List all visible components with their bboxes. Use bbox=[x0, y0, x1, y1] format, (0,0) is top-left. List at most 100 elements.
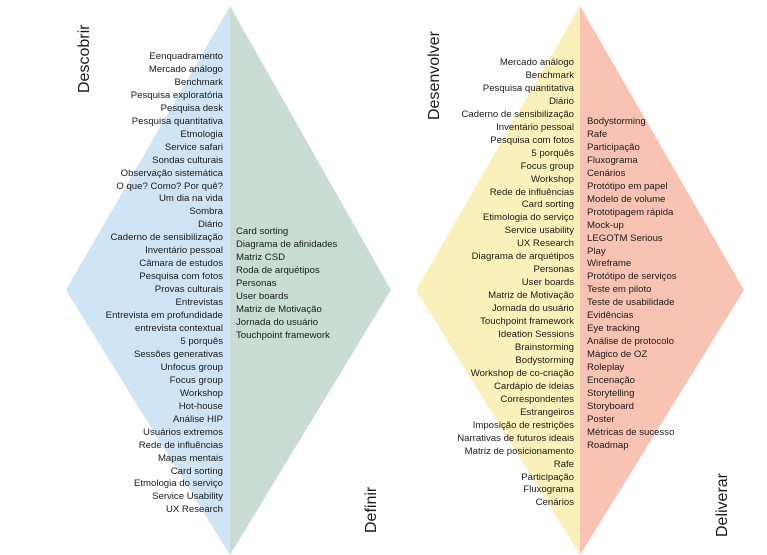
list-item: Matriz CSD bbox=[236, 251, 286, 263]
list-item: Cardápio de ideias bbox=[493, 380, 574, 392]
list-item: Ideation Sessions bbox=[498, 329, 574, 341]
list-item: Análise HIP bbox=[172, 413, 223, 425]
list-item: Storytelling bbox=[587, 388, 635, 400]
list-item: Pesquisa desk bbox=[160, 102, 223, 114]
deliverar-method-list: Bodystorming Rafe Participação Fluxograma Ce… bbox=[587, 116, 677, 453]
list-item: Roda de arquétipos bbox=[236, 264, 320, 276]
list-item: Focus group bbox=[169, 374, 223, 386]
list-item: Brainstorming bbox=[514, 341, 574, 353]
list-item: Caderno de sensibilização bbox=[461, 108, 574, 120]
list-item: Mock-up bbox=[587, 219, 624, 231]
list-item: Hot-house bbox=[178, 400, 223, 412]
list-item: Sondas culturais bbox=[152, 154, 223, 166]
list-item: Service Usability bbox=[152, 491, 223, 503]
list-item: Pesquisa com fotos bbox=[490, 134, 574, 146]
list-item: Jornada do usuário bbox=[236, 316, 319, 328]
desenvolver-method-list: Mercado análogo Benchmark Pesquisa quantit… bbox=[457, 57, 574, 510]
list-item: Provas culturais bbox=[154, 284, 223, 296]
list-item: Encenação bbox=[587, 375, 636, 387]
list-item: Inventário pessoal bbox=[145, 245, 223, 257]
list-item: Workshop bbox=[530, 173, 574, 185]
list-item: Prototipagem rápida bbox=[587, 206, 674, 218]
list-item: Pesquisa quantitativa bbox=[131, 115, 223, 127]
list-item: User boards bbox=[236, 290, 289, 302]
list-item: Imposição de restrições bbox=[472, 419, 574, 431]
list-item: Sombra bbox=[189, 206, 223, 218]
list-item: Entrevista em profundidade bbox=[105, 310, 223, 322]
list-item: Etmologia bbox=[180, 128, 223, 140]
list-item: Eye tracking bbox=[587, 323, 640, 335]
list-item: Etimologia do serviço bbox=[482, 212, 574, 224]
descobrir-method-list: Eenquadramento Mercado análogo Benchmark Pe… bbox=[106, 51, 223, 517]
list-item: Touchpoint framework bbox=[480, 316, 574, 328]
list-item: Personas bbox=[236, 277, 277, 289]
list-item: Bodystorming bbox=[515, 354, 574, 366]
list-item: Workshop de co-criação bbox=[470, 367, 574, 379]
list-item: Cenários bbox=[587, 167, 626, 179]
desenvolver-half-diamond bbox=[416, 6, 580, 555]
list-item: User boards bbox=[521, 277, 574, 289]
list-item: Storyboard bbox=[587, 400, 634, 412]
list-item: 5 porquês bbox=[180, 335, 223, 347]
list-item: Pesquisa quantitativa bbox=[482, 82, 574, 94]
list-item: Wireframe bbox=[587, 258, 632, 270]
list-item: Touchpoint framework bbox=[236, 329, 330, 341]
list-item: Um dia na vida bbox=[159, 193, 223, 205]
list-item: Cenários bbox=[535, 497, 574, 509]
list-item: Observação sistemática bbox=[120, 167, 223, 179]
descobrir-half-diamond bbox=[66, 6, 230, 555]
list-item: Etmologia do serviço bbox=[133, 478, 223, 490]
list-item: Diário bbox=[197, 219, 223, 231]
deliverar-half-diamond bbox=[580, 6, 744, 555]
list-item: LEGOTM Serious bbox=[587, 232, 663, 244]
list-item: Diário bbox=[548, 95, 574, 107]
list-item: UX Research bbox=[516, 238, 574, 250]
list-item: Service safari bbox=[164, 141, 223, 153]
list-item: Narrativas de futuros ideais bbox=[457, 432, 574, 444]
list-item: Teste de usabilidade bbox=[587, 297, 675, 309]
list-item: 5 porquês bbox=[531, 147, 574, 159]
list-item: Play bbox=[587, 245, 606, 257]
list-item: Mercado análogo bbox=[148, 63, 223, 75]
list-item: Modelo de volume bbox=[587, 193, 666, 205]
list-item: Rafe bbox=[587, 128, 608, 140]
list-item: Câmara de estudos bbox=[139, 258, 223, 270]
list-item: Rafe bbox=[553, 458, 574, 470]
list-item: Mágico de OZ bbox=[587, 349, 648, 361]
list-item: Teste em piloto bbox=[587, 284, 652, 296]
list-item: Card sorting bbox=[170, 465, 223, 477]
list-item: Rede de influências bbox=[138, 439, 223, 451]
definir-half-diamond bbox=[230, 6, 391, 555]
list-item: Card sorting bbox=[236, 226, 289, 237]
list-item: O que? Como? Por quê? bbox=[116, 180, 223, 192]
list-item: Diagrama de arquétipos bbox=[471, 251, 574, 263]
list-item: Workshop bbox=[179, 387, 223, 399]
list-item: Inventário pessoal bbox=[496, 121, 574, 133]
list-item: Benchmark bbox=[525, 69, 574, 81]
list-item: Estrangeiros bbox=[520, 406, 574, 418]
list-item: Eenquadramento bbox=[149, 51, 223, 62]
list-item: Service usability bbox=[504, 225, 574, 237]
list-item: Matriz de posicionamento bbox=[464, 445, 574, 457]
list-item: Protótipo em papel bbox=[587, 180, 668, 192]
label-deliverar: Deliverar bbox=[714, 472, 731, 537]
list-item: Caderno de sensibilização bbox=[110, 232, 223, 244]
label-definir: Definir bbox=[363, 486, 380, 533]
list-item: Focus group bbox=[520, 160, 574, 172]
list-item: Pesquisa com fotos bbox=[139, 271, 223, 283]
list-item: Entrevistas bbox=[175, 297, 223, 309]
list-item: Mercado análogo bbox=[499, 57, 574, 68]
list-item: Matriz de Motivação bbox=[236, 303, 322, 315]
label-descobrir: Descobrir bbox=[76, 24, 93, 93]
list-item: entrevista contextual bbox=[135, 323, 223, 335]
list-item: Fluxograma bbox=[587, 154, 638, 166]
list-item: Sessões generativas bbox=[133, 348, 223, 360]
list-item: Pesquisa exploratória bbox=[130, 89, 223, 101]
list-item: Roadmap bbox=[587, 439, 629, 451]
list-item: Poster bbox=[587, 413, 615, 425]
list-item: Personas bbox=[533, 264, 574, 276]
list-item: Análise de protocolo bbox=[587, 336, 674, 348]
list-item: Card sorting bbox=[521, 199, 574, 211]
list-item: Roleplay bbox=[587, 362, 625, 374]
list-item: Matriz de Motivação bbox=[488, 290, 574, 302]
